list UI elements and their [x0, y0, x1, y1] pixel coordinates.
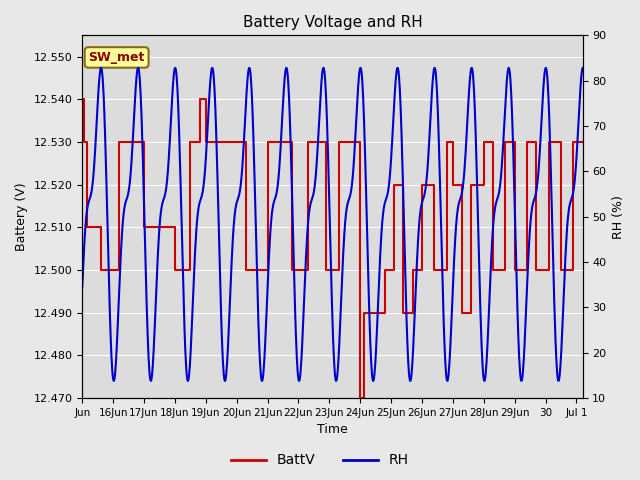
RH: [352, 129, 360, 135]
Y-axis label: Battery (V): Battery (V): [15, 182, 28, 251]
RH: [163, 182, 170, 188]
BattV: [579, 139, 586, 145]
X-axis label: Time: Time: [317, 423, 348, 436]
RH: [579, 65, 586, 71]
RH: [79, 284, 86, 290]
Legend: BattV, RH: BattV, RH: [225, 448, 415, 473]
BattV: [356, 395, 364, 401]
BattV: [79, 96, 86, 102]
BattV: [545, 139, 552, 145]
RH: [505, 65, 513, 71]
BattV: [80, 139, 88, 145]
Title: Battery Voltage and RH: Battery Voltage and RH: [243, 15, 422, 30]
RH: [247, 75, 255, 81]
RH: [296, 378, 303, 384]
Line: RH: RH: [83, 68, 582, 381]
BattV: [390, 182, 398, 188]
BattV: [208, 139, 216, 145]
RH: [145, 356, 152, 361]
RH: [406, 378, 414, 384]
Text: SW_met: SW_met: [88, 51, 145, 64]
BattV: [242, 139, 250, 145]
Y-axis label: RH (%): RH (%): [612, 195, 625, 239]
BattV: [356, 139, 364, 145]
RH: [341, 219, 349, 225]
Line: BattV: BattV: [83, 99, 582, 398]
